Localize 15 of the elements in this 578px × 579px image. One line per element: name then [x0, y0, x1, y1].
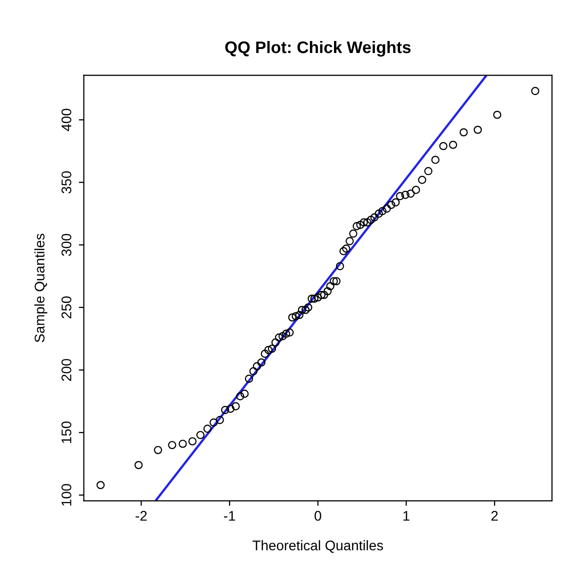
- y-tick-label: 250: [62, 296, 72, 318]
- x-tick-label: 2: [491, 510, 498, 521]
- x-tick-label: -1: [224, 511, 236, 521]
- y-tick-label: 100: [62, 484, 72, 506]
- y-tick-label: 400: [62, 108, 72, 132]
- y-tick-label: 150: [62, 421, 72, 444]
- y-axis-title: Sample Quantiles: [34, 234, 48, 342]
- chart-title: QQ Plot: Chick Weights: [225, 40, 411, 57]
- y-tick-label: 200: [62, 358, 72, 381]
- y-tick-label: 350: [62, 171, 72, 194]
- x-tick-label: 0: [314, 510, 322, 521]
- x-axis-title: Theoretical Quantiles: [252, 540, 384, 553]
- x-tick-label: 1: [403, 511, 410, 521]
- y-tick-label: 300: [62, 234, 72, 256]
- x-tick-label: -2: [136, 510, 147, 521]
